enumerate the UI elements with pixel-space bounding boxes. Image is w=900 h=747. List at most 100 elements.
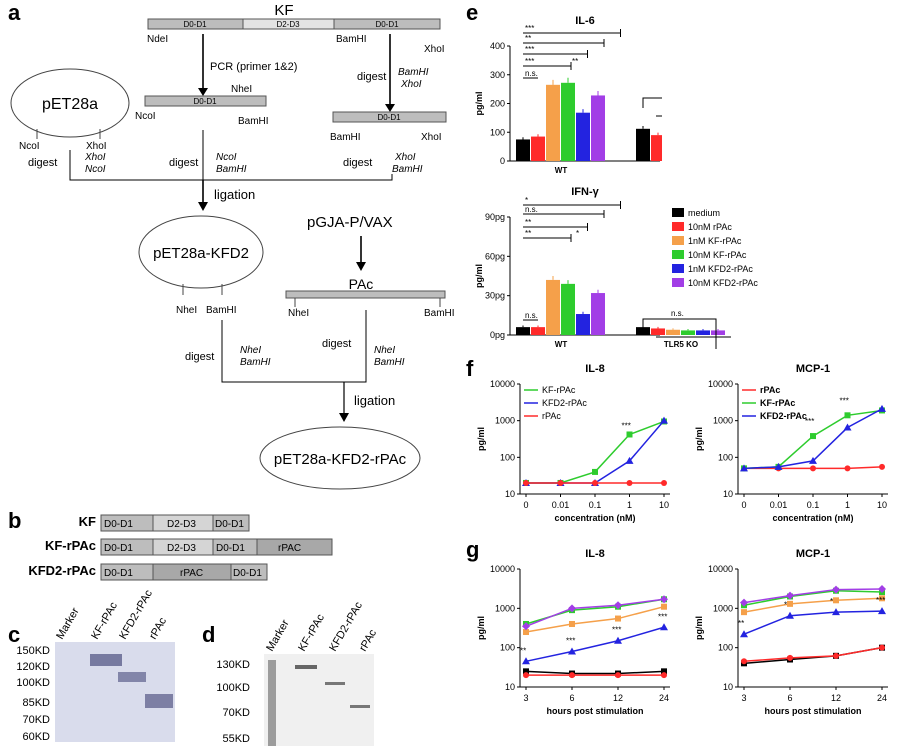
cloning-scheme: KF D0-D1 D2-D3 D0-D1 NdeI BamHI XhoI PCR… (10, 2, 455, 490)
series-line (525, 605, 665, 633)
bamhi-label-4: BamHI (206, 305, 237, 316)
italic-bamhi-2: BamHI (216, 164, 247, 175)
data-point (879, 595, 885, 602)
data-point (569, 620, 575, 627)
sig-label: *** (840, 396, 849, 405)
legend-label: rPAc (542, 411, 561, 421)
arrow-digest-1-head (385, 104, 395, 112)
bar (546, 84, 560, 161)
x-axis-label: hours post stimulation (546, 706, 643, 716)
gel-c-marker-120: 120KD (16, 661, 50, 673)
y-tick-label: 10000 (708, 564, 733, 574)
data-point (615, 672, 621, 679)
kfd2-seg-1-label: D0-D1 (104, 568, 133, 579)
arrow-pcr-head (198, 88, 208, 96)
kf-seg-3-label: D0-D1 (375, 20, 399, 29)
x-tick-label: 24 (659, 693, 669, 703)
legend-label: rPAc (760, 385, 780, 395)
pet28a-label: pET28a (42, 96, 98, 113)
x-tick-label: 24 (877, 693, 887, 703)
panel-letter-c: c (8, 622, 21, 647)
y-tick-label: 10000 (708, 379, 733, 389)
chart-title: IFN-γ (571, 186, 599, 198)
y-tick-label: 100 (718, 643, 733, 653)
construct-diagram: KF D0-D1 D2-D3 D0-D1 KF-rPAc D0-D1 D2-D3… (28, 514, 333, 581)
chart-title: MCP-1 (796, 548, 830, 560)
bamhi-label-1: BamHI (336, 34, 367, 45)
legend-swatch (672, 250, 684, 259)
data-point (809, 456, 817, 464)
x-tick-label: 3 (741, 693, 746, 703)
ko-bracket (642, 97, 662, 108)
gel-d-band-rpac (350, 705, 370, 708)
series-line (743, 589, 883, 606)
bar (651, 328, 665, 335)
kfr-seg-3-label: D0-D1 (216, 543, 245, 554)
legend-label: 10nM rPAc (688, 222, 732, 232)
sig-label: * (525, 196, 528, 205)
data-point (660, 416, 668, 424)
panel-letter-a: a (8, 0, 21, 25)
bar (696, 330, 710, 335)
pgja-label: pGJA-P/VAX (307, 214, 393, 231)
data-point (878, 404, 886, 412)
series-line (743, 610, 883, 635)
y-tick-label: 100 (500, 452, 515, 462)
ncoi-label-1: NcoI (19, 141, 40, 152)
construct-kf-rpac-name: KF-rPAc (45, 538, 96, 553)
y-tick-label: 100 (718, 452, 733, 462)
data-point (879, 644, 885, 651)
data-point (832, 608, 840, 616)
bar (531, 136, 545, 161)
construct-kfd2-rpac-name: KFD2-rPAc (28, 563, 96, 578)
y-tick-label: 400 (490, 41, 505, 51)
y-axis-label: pg/ml (694, 616, 704, 640)
y-axis-label: pg/ml (474, 264, 484, 288)
group-label: WT (555, 166, 568, 175)
gel-d-band-kfd2-rpac (325, 682, 345, 685)
gel-c-band-kfd2-rpac (118, 672, 146, 682)
bar (591, 95, 605, 161)
bar (561, 82, 575, 161)
legend-label: KFD2-rPAc (760, 411, 807, 421)
legend-label: 1nM KF-rPAc (688, 236, 742, 246)
legend-label: medium (688, 208, 720, 218)
kf-seg-3 (333, 18, 441, 30)
nhei-label-3: NheI (288, 308, 309, 319)
panel-letter-g: g (466, 537, 480, 562)
x-tick-label: 1 (845, 500, 850, 510)
gel-c-band-rpac (145, 694, 173, 708)
y-axis-label: pg/ml (474, 92, 484, 116)
gel-c-lane-kf-rpac: KF-rPAc (89, 600, 120, 642)
italic-xhoi-1: XhoI (400, 79, 422, 90)
data-point (523, 668, 529, 675)
italic-ncoi-1: NcoI (85, 164, 106, 175)
y-tick-label: 30pg (485, 291, 505, 301)
sig-label: *** (805, 417, 814, 426)
sig-label: ** (525, 34, 531, 43)
sig-label: ** (572, 57, 578, 66)
data-point (523, 629, 529, 636)
panel-letter-b: b (8, 508, 22, 533)
data-point (523, 479, 529, 486)
bar (531, 327, 545, 335)
data-point (832, 585, 840, 594)
gel-c: Marker KF-rPAc KFD2-rPAc rPAc 150KD 120K… (16, 590, 175, 743)
y-tick-label: 100 (490, 127, 505, 137)
sig-label: ** (520, 646, 526, 655)
y-tick-label: 60pg (485, 251, 505, 261)
data-point (568, 604, 576, 613)
y-tick-label: 10000 (490, 564, 515, 574)
gel-c-marker-85: 85KD (22, 697, 50, 709)
kfd2-seg-3 (230, 563, 268, 581)
digest-label-6: digest (322, 338, 351, 350)
sig-label: *** (876, 596, 885, 605)
italic-bamhi-1: BamHI (398, 67, 429, 78)
kf-seg-1-label: D0-D1 (183, 20, 207, 29)
arrow-ligation-1-head (198, 202, 208, 211)
legend-label: KF-rPAc (760, 398, 795, 408)
y-axis-label: pg/ml (476, 616, 486, 640)
merge-line-2 (221, 310, 367, 383)
